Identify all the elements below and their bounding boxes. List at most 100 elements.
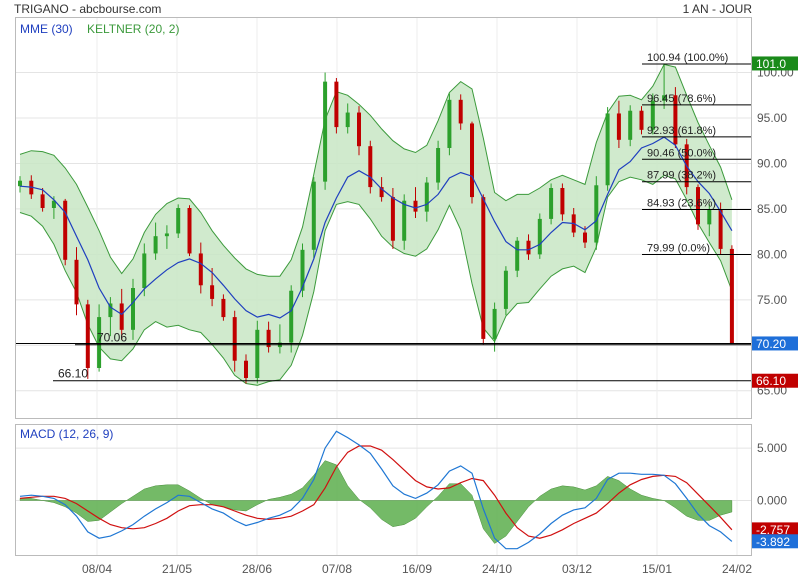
candle-body [470, 123, 474, 198]
keltner-band-fill [20, 64, 732, 386]
x-tick-label: 08/04 [82, 562, 112, 576]
candle-body [334, 81, 339, 128]
fibonacci-label: 79.99 (0.0%) [647, 242, 710, 254]
candle-body [176, 208, 181, 234]
price-tick-label: 75.00 [757, 293, 787, 307]
price-panel-frame [15, 17, 752, 419]
candle-body [424, 182, 429, 212]
candle-body [74, 259, 79, 305]
price-tick-label: 80.00 [757, 247, 787, 261]
candle-body [311, 181, 316, 250]
candle-body [119, 303, 124, 330]
macd-badge-text: -3.892 [756, 535, 790, 549]
macd-panel-frame [15, 424, 752, 556]
price-badge-box [752, 336, 798, 351]
candle-body [492, 308, 497, 339]
candle-body [650, 100, 655, 130]
candle-body [707, 209, 712, 225]
candle-body [503, 270, 508, 309]
candle-body [368, 146, 373, 188]
keltner-lower-line [19, 174, 733, 386]
level-label: 66.10 [58, 367, 88, 381]
candle-body [266, 329, 271, 348]
price-tick-label: 90.00 [757, 156, 787, 170]
candle-body [413, 200, 418, 212]
candle-body [244, 360, 248, 378]
price-badge-text: 70.20 [756, 337, 786, 351]
keltner-upper-line [19, 63, 733, 277]
candle-body [696, 187, 700, 225]
candle-body [560, 188, 565, 215]
candle-body [108, 303, 113, 318]
candle-body [63, 200, 68, 260]
candle-body [447, 99, 452, 148]
ema-legend: MME (30) [20, 22, 73, 36]
candle-body [729, 248, 734, 344]
macd-badge-text: -2.757 [756, 523, 790, 537]
candle-body [51, 200, 56, 208]
macd-series [19, 430, 733, 550]
fibonacci-label: 90.46 (50.0%) [647, 147, 716, 159]
candle-body [131, 288, 135, 330]
fibonacci-levels: 100.94 (100.0%) 96.45 (78.6%) 92.93 (61.8%… [642, 52, 751, 255]
x-tick-label: 24/10 [482, 562, 512, 576]
macd-line [19, 430, 733, 550]
price-tick-label: 85.00 [757, 202, 787, 216]
macd-legend: MACD (12, 26, 9) [20, 427, 113, 441]
chart-title: TRIGANO - abcbourse.com [14, 2, 161, 16]
x-tick-label: 24/02 [722, 562, 752, 576]
candle-body [300, 249, 305, 291]
level-label: 70.06 [97, 331, 127, 345]
macd-grid [16, 425, 751, 555]
candle-body [232, 317, 237, 361]
candle-body [85, 304, 90, 368]
price-badge-box [752, 56, 798, 71]
reference-lines: 70.06 66.10 [16, 331, 751, 382]
macd-tick-label: 0.000 [757, 493, 787, 507]
candle-body [549, 188, 554, 219]
period-label[interactable]: 1 AN - JOUR [683, 2, 753, 16]
ema-line [19, 136, 733, 319]
candle-body [198, 253, 203, 286]
candle-body [402, 200, 407, 241]
candle-body [357, 112, 361, 147]
fibonacci-label: 100.94 (100.0%) [647, 52, 728, 64]
candle-body [458, 99, 463, 124]
candle-body [594, 185, 599, 243]
candle-body [289, 290, 294, 343]
x-tick-label: 16/09 [402, 562, 432, 576]
macd-signal-line [19, 445, 733, 539]
keltner-channel [19, 63, 733, 386]
candle-body [390, 197, 395, 241]
fibonacci-label: 84.93 (23.6%) [647, 198, 716, 210]
candle-body [639, 110, 644, 130]
candle-body [345, 112, 350, 128]
fibonacci-label: 87.99 (38.2%) [647, 170, 716, 182]
candle-body [18, 180, 22, 187]
candle-body [515, 240, 520, 271]
candle-body [153, 236, 158, 254]
candle-body [673, 95, 678, 145]
candle-body [583, 232, 587, 243]
candle-body [210, 285, 215, 299]
macd-badge-box [752, 534, 798, 549]
fibonacci-label: 96.45 (78.6%) [647, 93, 716, 105]
candle-body [379, 187, 384, 198]
candle-body [187, 208, 192, 254]
candle-body [628, 110, 633, 140]
candle-body [481, 197, 486, 339]
candle-body [323, 81, 328, 182]
price-badge-box [752, 373, 798, 388]
price-badges: 101.0 70.20 66.10 -2.757-3.892 [752, 56, 798, 549]
candle-body [605, 113, 610, 186]
x-tick-label: 15/01 [642, 562, 672, 576]
candle-body [164, 233, 169, 237]
ema-30-line [19, 136, 733, 319]
candle-body [255, 329, 260, 378]
candle-body [537, 218, 542, 255]
x-tick-label: 21/05 [162, 562, 192, 576]
x-tick-label: 07/08 [322, 562, 352, 576]
candlestick-series [18, 63, 734, 384]
